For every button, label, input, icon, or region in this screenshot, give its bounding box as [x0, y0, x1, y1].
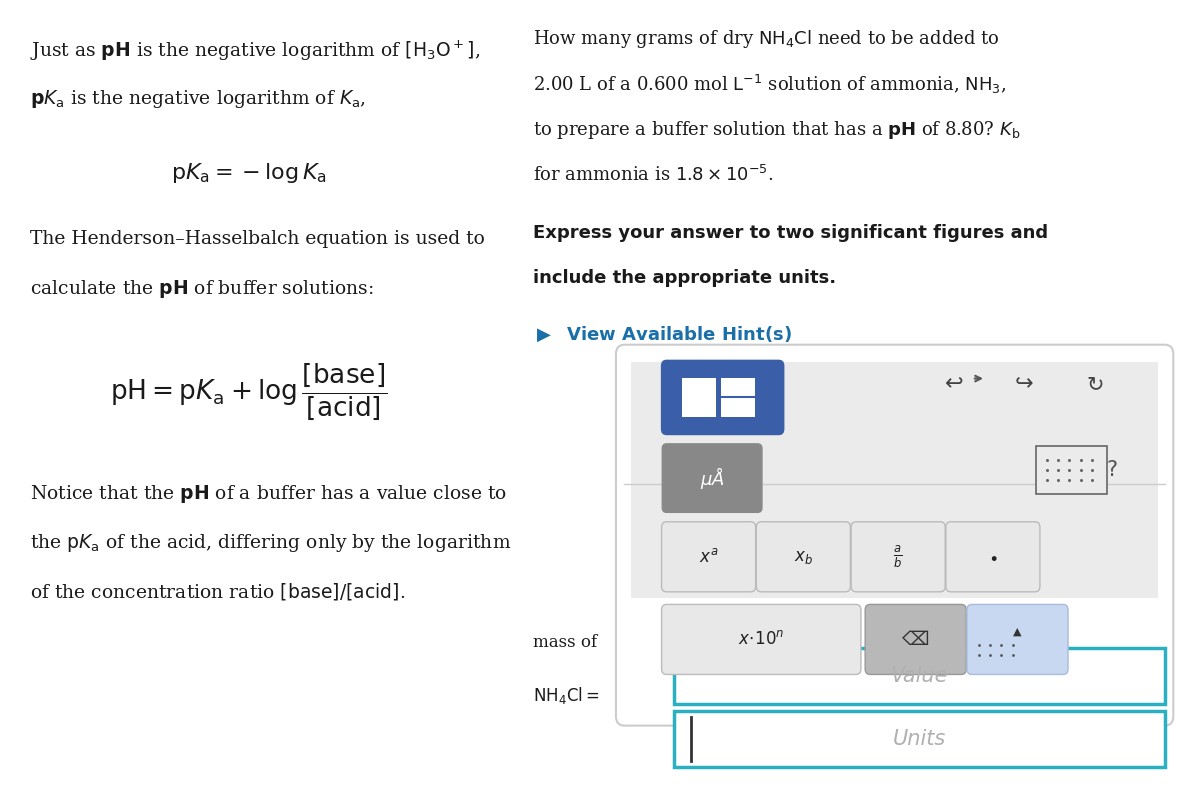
Text: include the appropriate units.: include the appropriate units.	[533, 269, 836, 287]
Text: $\mathrm{p}K_\mathrm{a} = -\log K_\mathrm{a}$: $\mathrm{p}K_\mathrm{a} = -\log K_\mathr…	[172, 161, 326, 185]
Text: $x_b$: $x_b$	[794, 548, 812, 566]
Text: $\mathrm{NH_4Cl} =$: $\mathrm{NH_4Cl} =$	[533, 685, 600, 706]
FancyBboxPatch shape	[682, 378, 715, 417]
FancyBboxPatch shape	[616, 345, 1174, 726]
Text: Units: Units	[893, 729, 946, 749]
FancyBboxPatch shape	[865, 604, 966, 674]
FancyBboxPatch shape	[756, 522, 851, 592]
FancyBboxPatch shape	[1037, 446, 1108, 494]
FancyBboxPatch shape	[661, 360, 785, 435]
Text: $\mu\AA$: $\mu\AA$	[700, 465, 725, 491]
Text: $x^a$: $x^a$	[698, 548, 719, 566]
Text: ↪: ↪	[1015, 374, 1034, 394]
FancyBboxPatch shape	[662, 444, 762, 512]
Text: $\mathrm{pH} = \mathrm{p}K_\mathrm{a} + \log \dfrac{[\mathrm{base}]}{[\mathrm{ac: $\mathrm{pH} = \mathrm{p}K_\mathrm{a} + …	[110, 361, 388, 422]
Text: for ammonia is $1.8 \times 10^{-5}$.: for ammonia is $1.8 \times 10^{-5}$.	[533, 164, 774, 185]
Text: mass of: mass of	[533, 634, 598, 651]
Text: ▲: ▲	[1013, 626, 1021, 637]
Text: Just as $\mathbf{pH}$ is the negative logarithm of $[\mathrm{H_3O^+}]$,: Just as $\mathbf{pH}$ is the negative lo…	[30, 39, 480, 64]
Text: The Henderson–Hasselbalch equation is used to: The Henderson–Hasselbalch equation is us…	[30, 230, 485, 248]
Text: ↻: ↻	[1086, 374, 1104, 394]
Text: to prepare a buffer solution that has a $\mathbf{pH}$ of 8.80? $K_\mathrm{b}$: to prepare a buffer solution that has a …	[533, 119, 1020, 141]
FancyBboxPatch shape	[946, 522, 1040, 592]
FancyBboxPatch shape	[721, 378, 755, 417]
Text: ⌫: ⌫	[902, 630, 930, 649]
Text: ?: ?	[1106, 460, 1118, 480]
Text: Express your answer to two significant figures and: Express your answer to two significant f…	[533, 224, 1049, 242]
Text: ↩: ↩	[944, 374, 964, 394]
Text: $\bullet$: $\bullet$	[988, 548, 997, 566]
FancyBboxPatch shape	[661, 522, 756, 592]
Text: $\frac{a}{b}$: $\frac{a}{b}$	[894, 544, 902, 570]
FancyBboxPatch shape	[673, 648, 1165, 704]
Text: the $\mathrm{p}K_\mathrm{a}$ of the acid, differing only by the logarithm: the $\mathrm{p}K_\mathrm{a}$ of the acid…	[30, 532, 511, 554]
Text: of the concentration ratio $[\mathrm{base}]/[\mathrm{acid}]$.: of the concentration ratio $[\mathrm{bas…	[30, 581, 406, 602]
Text: $\blacktriangleright$  View Available Hint(s): $\blacktriangleright$ View Available Hin…	[533, 324, 792, 344]
FancyBboxPatch shape	[851, 522, 946, 592]
FancyBboxPatch shape	[631, 362, 1158, 598]
Text: calculate the $\mathbf{pH}$ of buffer solutions:: calculate the $\mathbf{pH}$ of buffer so…	[30, 279, 373, 301]
FancyBboxPatch shape	[673, 711, 1165, 767]
Text: $x\!\cdot\!10^n$: $x\!\cdot\!10^n$	[738, 630, 785, 648]
FancyBboxPatch shape	[661, 604, 860, 674]
Text: 2.00 L of a 0.600 mol $\mathrm{L^{-1}}$ solution of ammonia, $\mathrm{NH_3}$,: 2.00 L of a 0.600 mol $\mathrm{L^{-1}}$ …	[533, 73, 1007, 96]
Text: How many grams of dry $\mathrm{NH_4Cl}$ need to be added to: How many grams of dry $\mathrm{NH_4Cl}$ …	[533, 28, 1000, 50]
FancyBboxPatch shape	[967, 604, 1068, 674]
Text: $\mathbf{p}K_\mathrm{a}$ is the negative logarithm of $K_\mathrm{a}$,: $\mathbf{p}K_\mathrm{a}$ is the negative…	[30, 88, 366, 110]
Text: Notice that the $\mathbf{pH}$ of a buffer has a value close to: Notice that the $\mathbf{pH}$ of a buffe…	[30, 483, 508, 505]
Text: Value: Value	[890, 666, 948, 686]
